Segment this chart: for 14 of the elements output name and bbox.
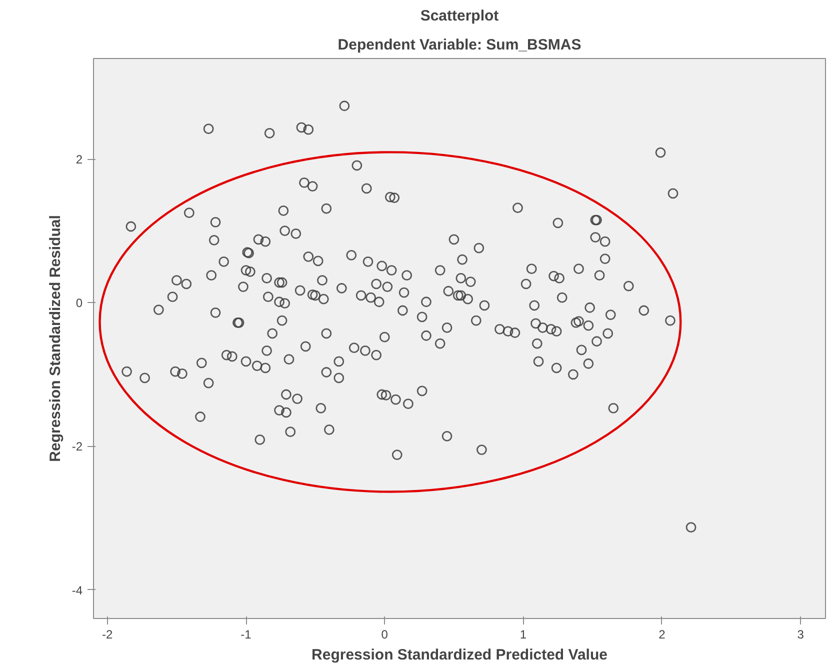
x-axis-title: Regression Standardized Predicted Value bbox=[312, 646, 608, 664]
y-axis-title: Regression Standardized Residual bbox=[46, 215, 64, 462]
y-tick-label: -2 bbox=[72, 440, 83, 454]
x-tick-label: 3 bbox=[797, 628, 804, 642]
x-tick-label: 0 bbox=[381, 628, 388, 642]
chart-title: Scatterplot bbox=[420, 8, 499, 24]
x-tick-label: 2 bbox=[658, 628, 666, 642]
y-tick-label: -4 bbox=[72, 583, 83, 598]
x-tick-label: 1 bbox=[520, 628, 527, 642]
y-tick-label: 2 bbox=[76, 152, 83, 167]
chart-subtitle: Dependent Variable: Sum_BSMAS bbox=[338, 36, 582, 54]
x-tick-label: -1 bbox=[240, 628, 252, 642]
x-tick-label: -2 bbox=[102, 628, 114, 642]
y-tick-label: 0 bbox=[76, 296, 83, 310]
